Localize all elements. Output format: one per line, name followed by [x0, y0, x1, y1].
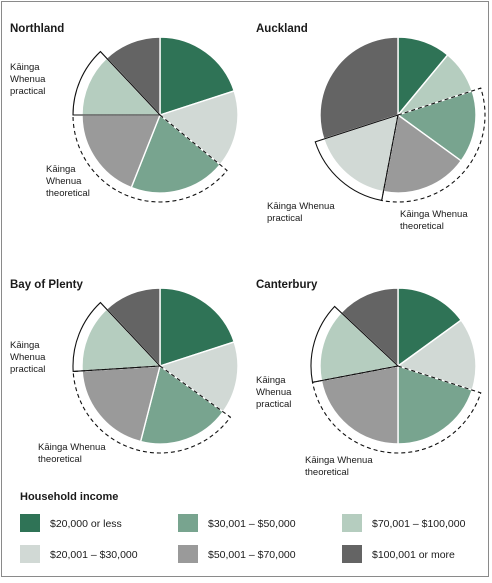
pie-slice-bay-of-plenty-50-001-70-000 — [81, 365, 161, 443]
legend-label-20-000-or-less: $20,000 or less — [50, 518, 122, 530]
legend-title: Household income — [20, 491, 118, 503]
legend-label-50-001-70-000: $50,001 – $70,000 — [208, 549, 296, 561]
annotation-canterbury-practical: Kāinga Whenua practical — [256, 375, 294, 410]
bracket-bay-of-plenty-theoretical — [72, 365, 232, 454]
pie-slice-canterbury-70-001-100-000 — [319, 311, 400, 382]
legend-label-20-001-30-000: $20,001 – $30,000 — [50, 549, 138, 561]
bracket-bay-of-plenty-practical — [72, 301, 162, 373]
pie-slice-northland-50-001-70-000 — [81, 114, 162, 189]
chart-title-northland: Northland — [10, 23, 64, 35]
pie-slice-northland-70-001-100-000 — [81, 57, 162, 116]
legend-swatch-70-001-100-000 — [342, 514, 362, 532]
annotation-northland-practical: Kāinga Whenua practical — [10, 62, 48, 97]
bracket-canterbury-theoretical — [311, 365, 482, 454]
pie-slice-canterbury-50-001-70-000 — [320, 365, 399, 445]
figure: Northland Auckland Bay of Plenty Canterb… — [10, 23, 486, 563]
legend-label-70-001-100-000: $70,001 – $100,000 — [372, 518, 466, 530]
pie-auckland — [314, 36, 486, 203]
pie-slice-bay-of-plenty-30-001-50-000 — [139, 364, 225, 445]
pie-slice-bay-of-plenty-20-001-30-000 — [158, 341, 239, 413]
figure-frame: Northland Auckland Bay of Plenty Canterb… — [1, 1, 489, 577]
chart-title-canterbury: Canterbury — [256, 279, 318, 291]
chart-title-bay-of-plenty: Bay of Plenty — [10, 279, 83, 291]
annotation-auckland-theoretical: Kāinga Whenua theoretical — [400, 209, 470, 232]
pie-northland — [72, 36, 239, 203]
legend-swatch-30-001-50-000 — [178, 514, 198, 532]
bracket-northland-theoretical — [72, 114, 228, 203]
bracket-northland-practical — [72, 50, 162, 116]
pie-slice-canterbury-100-001-or-more — [340, 287, 399, 368]
legend-label-100-001-or-more: $100,001 or more — [372, 549, 455, 561]
legend-swatch-100-001-or-more — [342, 545, 362, 563]
pie-slice-canterbury-30-001-50-000 — [397, 365, 474, 445]
chart-title-auckland: Auckland — [256, 23, 308, 35]
annotation-northland-theoretical: Kāinga Whenua theoretical — [46, 164, 90, 199]
pie-canterbury — [310, 287, 482, 454]
pie-slice-northland-20-000-or-less — [159, 36, 236, 116]
pie-slice-auckland-100-001-or-more — [319, 36, 399, 140]
annotation-canterbury-theoretical: Kāinga Whenua theoretical — [305, 455, 375, 478]
pie-slice-canterbury-20-001-30-000 — [396, 319, 477, 391]
annotation-bay-of-plenty-practical: Kāinga Whenua practical — [10, 340, 48, 375]
pie-slice-bay-of-plenty-20-000-or-less — [159, 287, 236, 367]
legend-swatch-20-001-30-000 — [20, 545, 40, 563]
pie-slice-auckland-30-001-50-000 — [396, 90, 477, 162]
bracket-auckland-practical — [314, 114, 399, 202]
legend-label-30-001-50-000: $30,001 – $50,000 — [208, 518, 296, 530]
pie-slice-auckland-20-001-30-000 — [322, 113, 399, 193]
pie-bay-of-plenty — [72, 287, 239, 454]
pie-slice-northland-20-001-30-000 — [158, 90, 239, 166]
legend-swatch-20-000-or-less — [20, 514, 40, 532]
pie-slice-canterbury-20-000-or-less — [397, 287, 463, 368]
annotation-bay-of-plenty-theoretical: Kāinga Whenua theoretical — [38, 442, 108, 465]
bracket-canterbury-practical — [310, 305, 400, 383]
pie-slice-auckland-50-001-70-000 — [382, 113, 463, 194]
annotation-auckland-practical: Kāinga Whenua practical — [267, 201, 337, 224]
pie-slice-northland-30-001-50-000 — [130, 113, 222, 194]
legend: $20,000 or less $30,001 – $50,000 $70,001 … — [20, 514, 466, 563]
bracket-auckland-theoretical — [381, 87, 486, 203]
legend-swatch-50-001-70-000 — [178, 545, 198, 563]
pie-slice-bay-of-plenty-70-001-100-000 — [81, 308, 162, 372]
